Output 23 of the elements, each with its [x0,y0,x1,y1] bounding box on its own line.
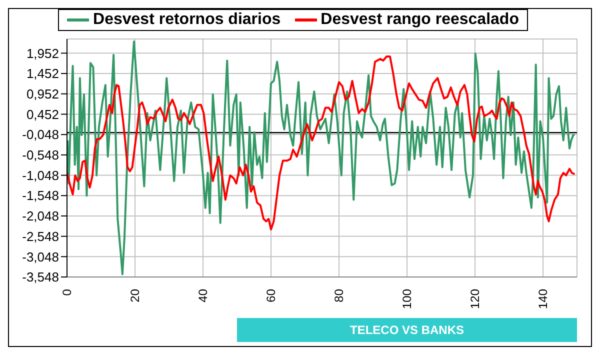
y-tick-label: 1,952 [26,46,59,61]
y-tick-label: 0,952 [26,86,59,102]
legend-label: Desvest rango reescalado [320,11,519,29]
y-tick-label: -0,048 [22,127,59,142]
x-tick-label: 20 [128,288,142,302]
y-tick-label: -0,548 [22,148,59,163]
x-tick-label: 100 [400,288,414,310]
y-tick-label: -2,548 [22,228,59,244]
text: TELECO VS BANKS [237,318,577,342]
y-tick-label: -1,548 [22,188,59,204]
x-tick-label: 60 [264,288,278,302]
y-tick-label: -2,048 [22,208,59,224]
y-tick-label: 0,452 [26,106,59,122]
legend-label: Desvest retornos diarios [93,11,281,29]
y-tick-label: 1,452 [26,66,59,82]
x-tick-label: 140 [536,288,550,310]
x-tick-label: 40 [196,288,210,302]
y-tick-label: -3,048 [22,249,59,264]
x-tick-label: 80 [332,288,346,302]
x-tick-label: 120 [468,288,482,310]
y-tick-label: -1,048 [22,168,59,183]
y-tick-label: -3,548 [22,270,59,285]
x-tick-label: 0 [60,288,74,296]
